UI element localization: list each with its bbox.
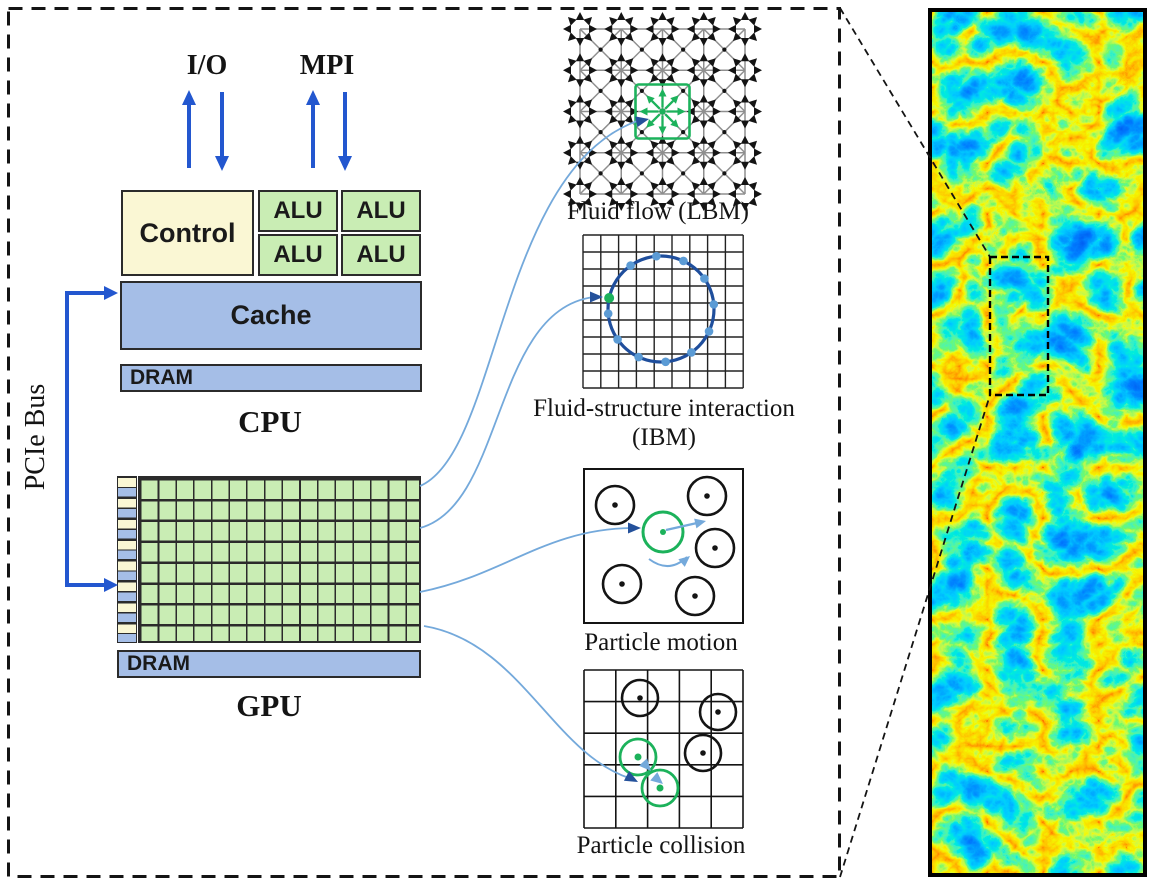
io-label: I/O (186, 50, 228, 81)
particle-motion-caption: Particle motion (584, 629, 738, 656)
particle-motion-box (583, 468, 744, 624)
alu-label: ALU (273, 241, 323, 268)
rotation-arrow-arc (648, 556, 688, 567)
alu-label: ALU (273, 197, 323, 224)
cpu-dram-label: DRAM (130, 366, 193, 389)
cpu-alu-box-2: ALU (341, 190, 421, 232)
translation-arrow-shaft (665, 521, 698, 532)
cpu-alu-box-1: ALU (258, 190, 338, 232)
particle-center-dots (637, 695, 721, 756)
turbulence-image (932, 12, 1143, 873)
connector-to-motion (419, 527, 633, 593)
cache-label: Cache (230, 300, 312, 330)
gpu-control-column (117, 476, 137, 643)
ibm-grid (582, 234, 744, 389)
particle-collision-caption: Particle collision (576, 832, 746, 859)
black-particles (620, 678, 738, 773)
ibm-caption-line1: Fluid-structure interaction (533, 395, 795, 422)
gpu-title: GPU (236, 688, 302, 723)
alu-label: ALU (356, 197, 406, 224)
green-particle-dot (660, 529, 666, 535)
gpu-dram-box: DRAM (117, 650, 421, 678)
cpu-alu-box-4: ALU (341, 234, 421, 276)
green-particle (641, 510, 685, 554)
turbulence-visualization-panel (928, 8, 1147, 877)
cpu-cache-box: Cache (120, 281, 422, 350)
collision-grid (583, 669, 744, 829)
pcie-bus-line (65, 291, 106, 587)
ibm-boundary-markers (603, 251, 719, 367)
cpu-title: CPU (238, 404, 302, 439)
pcie-bus-label: PCIe Bus (20, 383, 51, 491)
lbm-caption: Fluid flow (LBM) (567, 198, 749, 225)
gpu-core-grid (138, 476, 421, 643)
cpu-control-box: Control (121, 190, 254, 276)
cpu-alu-box-3: ALU (258, 234, 338, 276)
green-colliding-particles (618, 737, 680, 808)
black-particles (594, 475, 736, 617)
particle-center-dots (612, 493, 718, 599)
ibm-structure-circle (606, 254, 716, 364)
lbm-lattice-diagram (563, 12, 762, 211)
alu-label: ALU (356, 241, 406, 268)
gpu-dram-label: DRAM (127, 652, 190, 675)
mpi-label: MPI (299, 50, 355, 81)
io-mpi-arrows (187, 92, 347, 168)
particle-collision-diagram (583, 669, 744, 829)
ibm-caption-line2: (IBM) (632, 424, 696, 451)
cpu-control-label: Control (139, 217, 236, 248)
cpu-dram-box: DRAM (120, 364, 422, 392)
turbulence-noise (932, 12, 1143, 873)
particle-motion-diagram (583, 468, 744, 624)
